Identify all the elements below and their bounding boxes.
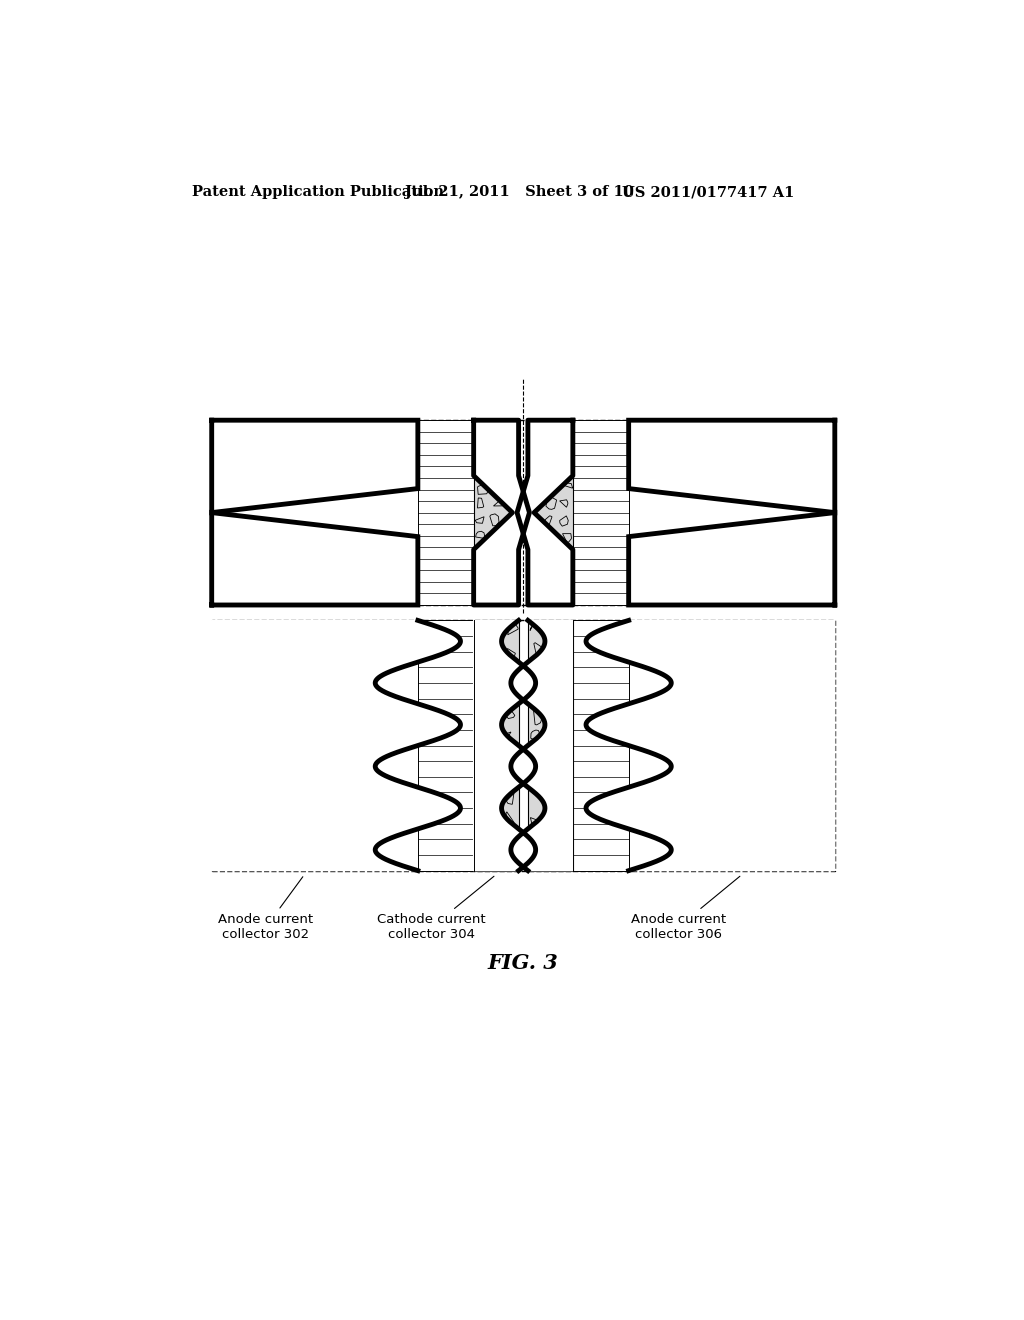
Bar [212, 420, 835, 605]
Polygon shape [629, 512, 835, 605]
Bar [528, 420, 572, 605]
Polygon shape [212, 620, 461, 871]
Bar [418, 620, 474, 871]
Text: Jul. 21, 2011   Sheet 3 of 10: Jul. 21, 2011 Sheet 3 of 10 [406, 185, 634, 199]
Bar [528, 620, 572, 871]
Polygon shape [474, 620, 536, 871]
Bar [212, 620, 835, 871]
Bar [212, 620, 835, 871]
Polygon shape [212, 512, 418, 605]
Polygon shape [517, 420, 572, 605]
Polygon shape [629, 420, 835, 512]
Text: Cathode current
collector 304: Cathode current collector 304 [378, 876, 494, 941]
Bar [212, 420, 835, 605]
Text: US 2011/0177417 A1: US 2011/0177417 A1 [623, 185, 795, 199]
Text: Patent Application Publication: Patent Application Publication [193, 185, 444, 199]
Polygon shape [212, 420, 418, 512]
Polygon shape [511, 620, 572, 871]
Bar [474, 420, 518, 605]
Bar [418, 420, 474, 605]
Bar [572, 620, 629, 871]
Text: Anode current
collector 302: Anode current collector 302 [218, 876, 313, 941]
Bar [572, 420, 629, 605]
Text: Anode current
collector 306: Anode current collector 306 [631, 876, 740, 941]
Polygon shape [474, 420, 529, 605]
Text: FIG. 3: FIG. 3 [487, 953, 559, 973]
Bar [474, 620, 518, 871]
Polygon shape [586, 620, 835, 871]
